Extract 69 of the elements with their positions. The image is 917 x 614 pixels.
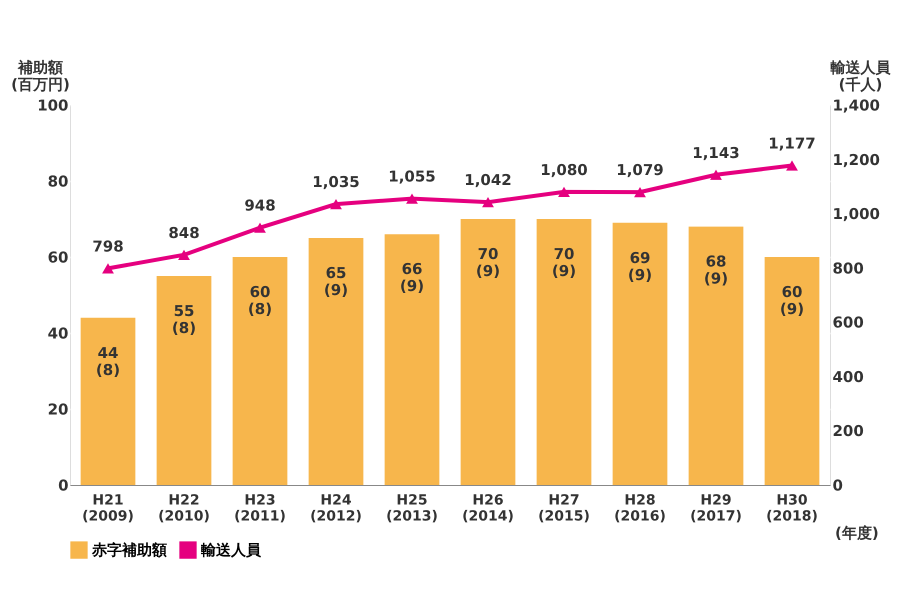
point [558, 186, 570, 197]
data-label: 55 (8) [172, 302, 196, 337]
y-tick-label: 40 [48, 324, 68, 342]
y2-axis-title: 輸送人員 (千人) [830, 58, 892, 94]
data-label: 1,035 [312, 173, 360, 192]
data-label: 60 (8) [248, 283, 272, 318]
x-tick-label: H25 (2013) [386, 492, 438, 524]
bar [688, 226, 744, 485]
y-tick-label: 20 [48, 400, 68, 418]
point [254, 222, 266, 233]
y2-tick-label: 1,200 [832, 150, 880, 169]
x-tick-label: H28 (2016) [614, 492, 666, 524]
y2-tick-label: 800 [832, 259, 864, 278]
data-label: 1,079 [616, 161, 664, 180]
y-axis-title: 補助額 (百万円) [11, 58, 70, 94]
x-tick-label: H30 (2018) [766, 492, 818, 524]
point [330, 198, 342, 210]
x-tick-label: H27 (2015) [538, 492, 590, 524]
y-tick-label: 60 [48, 248, 68, 266]
bar [232, 257, 288, 485]
data-label: 66 (9) [400, 260, 424, 296]
legend-label: 輸送人員 [200, 541, 262, 560]
y2-tick-label: 0 [832, 476, 843, 494]
point [710, 170, 722, 180]
point [178, 250, 190, 260]
x-tick-label: H23 (2011) [234, 492, 286, 524]
y2-tick-label: 600 [832, 314, 864, 332]
x-tick-label: H22 (2010) [158, 492, 210, 524]
data-label: 1,055 [388, 168, 436, 186]
y2-tick-label: 200 [832, 422, 864, 440]
bar [308, 238, 364, 485]
bar [80, 318, 136, 485]
data-label: 1,143 [692, 144, 740, 162]
bar [384, 234, 440, 485]
bar [764, 257, 820, 485]
bar [460, 219, 516, 485]
data-label: 798 [92, 237, 124, 256]
bar [536, 219, 592, 485]
point [786, 160, 798, 171]
data-label: 848 [168, 224, 200, 242]
x-tick-label: H24 (2012) [310, 492, 362, 524]
data-label: 65 (9) [324, 264, 348, 299]
legend-label: 赤字補助額 [91, 541, 167, 560]
y-tick-label: 100 [37, 96, 68, 114]
data-label: 69 (9) [628, 248, 652, 284]
y2-tick-label: 1,000 [832, 205, 880, 224]
point [102, 263, 114, 274]
data-label: 44 (8) [96, 344, 120, 379]
point [482, 197, 494, 208]
data-label: 1,042 [464, 171, 512, 190]
bar [156, 276, 212, 485]
y2-tick-label: 1,400 [832, 96, 880, 114]
y-tick-label: 0 [58, 476, 68, 494]
bar [612, 222, 668, 485]
data-label: 1,177 [768, 134, 816, 153]
data-label: 68 (9) [704, 252, 728, 288]
data-label: 1,080 [540, 160, 588, 179]
point [406, 194, 418, 204]
y2-tick-label: 400 [832, 368, 864, 386]
x-tick-label: H21 (2009) [82, 492, 134, 524]
x-tick-label: H29 (2017) [690, 492, 742, 524]
x-tick-label: H26 (2014) [462, 492, 514, 524]
point [634, 187, 646, 198]
x-axis-title: (年度) [835, 524, 879, 542]
data-label: 948 [244, 196, 276, 215]
y-tick-label: 80 [48, 172, 68, 190]
data-label: 60 (9) [780, 283, 804, 318]
data-label: 70 (9) [476, 245, 500, 280]
data-label: 70 (9) [552, 245, 576, 280]
